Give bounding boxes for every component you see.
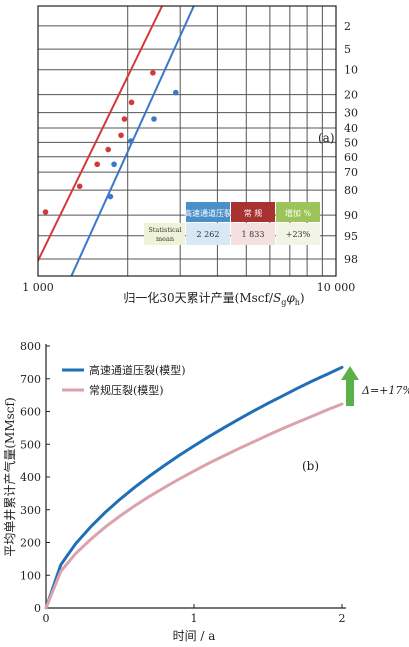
x-tick-label: 10 000	[317, 281, 356, 294]
y-tick-label: 98	[344, 253, 358, 266]
delta-annotation: Δ=+17%	[361, 384, 409, 397]
y-tick-label: 80	[344, 184, 358, 197]
red-data-point	[121, 116, 128, 122]
legend-label: 常规压裂(模型)	[89, 383, 164, 397]
table-header-label: 增加 %	[285, 208, 312, 218]
chart-b: 0 100 200 300 400 500 600 700 800 0 1 2 高速通道压裂(模型) 常规…	[2, 340, 409, 643]
x-tick-label: 2	[339, 612, 346, 625]
blue-data-point	[107, 193, 114, 200]
table-value: 2 262	[197, 230, 220, 239]
y-axis-label: 平均单井累计产气量(MMscf)	[2, 397, 17, 556]
table-header-label: 常 规	[244, 208, 263, 218]
red-data-point	[105, 146, 111, 153]
y-tick-label: 20	[344, 89, 358, 102]
table-header-cell	[231, 202, 275, 222]
panel-label-a: (a)	[318, 131, 335, 145]
blue-data-point	[172, 89, 179, 96]
y-tick-label: 300	[20, 504, 41, 517]
red-data-point	[128, 99, 135, 106]
y-tick-label: 60	[344, 151, 358, 164]
y-tick-label: 500	[20, 438, 41, 451]
table-value-cell	[231, 223, 275, 245]
red-data-point	[94, 161, 100, 168]
blue-fit-line	[70, 6, 195, 276]
blue-data-point	[128, 138, 134, 144]
series-line-conventional-frac	[44, 402, 344, 610]
y-tick-label: 40	[344, 122, 358, 135]
y-tick-label: 2	[344, 20, 351, 33]
y-tick-label: 50	[344, 136, 358, 149]
x-axis-label: 时间 / a	[173, 629, 216, 643]
table-row-label-line2: mean	[156, 235, 174, 243]
y-tick-label: 95	[344, 230, 358, 243]
panel-label-b: (b)	[302, 459, 319, 473]
x-tick-label: 0	[43, 612, 50, 625]
y-tick-label: 30	[344, 107, 358, 120]
y-tick-label: 400	[20, 471, 41, 484]
table-value-cell	[186, 223, 230, 245]
y-tick-label: 90	[344, 209, 358, 222]
increase-arrow-icon	[341, 366, 359, 406]
series-line-channel-frac	[44, 365, 344, 610]
table-value: 1 833	[242, 230, 265, 239]
table-header-cell	[276, 202, 320, 222]
blue-data-point	[111, 161, 117, 168]
red-data-point	[42, 209, 49, 215]
chart-a-frame	[37, 5, 337, 277]
y-tick-label: 200	[20, 537, 41, 550]
x-tick-label: 1 000	[22, 281, 54, 294]
y-tick-label: 5	[344, 43, 351, 56]
table-value: +23%	[286, 230, 311, 239]
x-axis-label: 归一化30天累计产量(Mscf/Sgφh)	[123, 291, 304, 307]
y-tick-label: 10	[344, 64, 358, 77]
y-tick-label: 100	[20, 569, 41, 582]
y-tick-label: 600	[20, 406, 41, 419]
red-data-point	[76, 183, 83, 190]
y-tick-label: 700	[20, 373, 41, 386]
y-tick-label: 800	[20, 340, 41, 353]
red-fit-line	[38, 6, 164, 263]
legend-label: 高速通道压裂(模型)	[89, 363, 186, 377]
table-header-label: 高速通道压裂	[184, 208, 232, 218]
y-tick-label: 0	[34, 602, 41, 615]
table-row-label-line1: Statistical	[148, 226, 181, 234]
blue-data-point	[151, 116, 157, 122]
table-value-cell	[276, 223, 320, 245]
x-tick-label: 1	[191, 612, 198, 625]
chart-a-data	[38, 6, 195, 276]
table-row-label-cell	[144, 223, 185, 245]
table-header-cell	[186, 202, 230, 222]
red-data-point	[118, 132, 124, 139]
y-tick-label: 70	[344, 166, 358, 179]
red-data-point	[150, 70, 156, 76]
